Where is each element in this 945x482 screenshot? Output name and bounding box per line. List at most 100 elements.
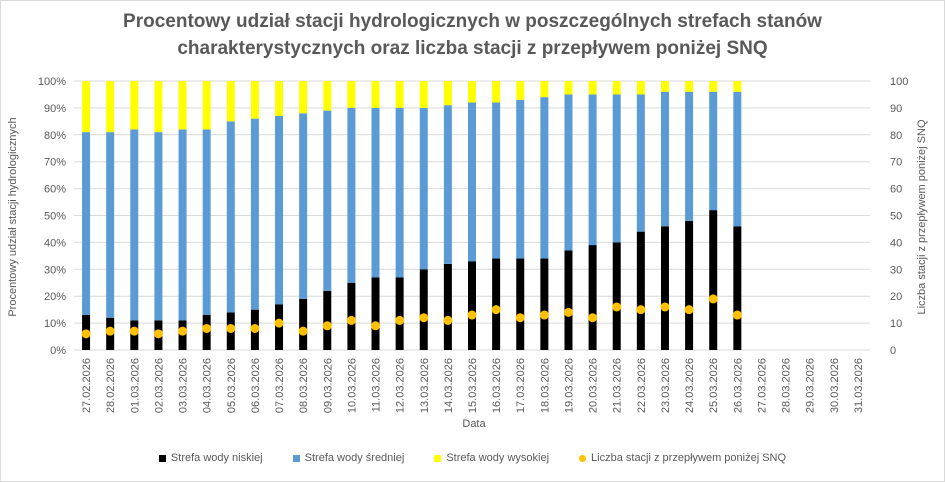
bar-segment [516,258,525,350]
x-tick-label: 02.03.2026 [153,358,165,413]
bar-segment [154,81,163,133]
snq-point [443,315,453,325]
bar-segment [82,132,91,316]
x-tick-label: 24.03.2026 [684,358,696,413]
bar-segment [202,81,211,130]
bar-segment [106,81,115,133]
legend-item-medium: Strefa wody średniej [292,452,405,464]
bar-segment [660,81,669,92]
snq-markers [81,294,742,339]
bar-segment [154,132,163,321]
snq-point [708,294,718,304]
x-tick-label: 21.03.2026 [612,358,624,413]
bar-segment [660,91,669,227]
y-tick-label-left: 70% [44,157,66,169]
snq-point [684,305,694,315]
y-tick-label-right: 90 [890,103,902,115]
y-tick-label-left: 80% [44,130,66,142]
legend-item-high: Strefa wody wysokiej [434,452,549,464]
bar-segment [733,81,742,92]
x-tick-label: 18.03.2026 [539,358,551,413]
bar-segment [226,81,235,122]
legend-swatch-low [158,454,166,462]
bar-segment [275,81,284,116]
bar-segment [468,81,476,103]
bar-segment [709,91,718,211]
bar-segment [395,81,404,108]
snq-point [515,313,525,323]
bar-segment [492,102,501,259]
legend-label-low: Strefa wody niskiej [170,452,263,464]
bar-segment [685,91,694,221]
bar-segment [733,91,742,227]
legend-label-medium: Strefa wody średniej [304,452,405,464]
bar-segment [516,99,525,259]
snq-point [105,326,115,336]
bar-segment [226,121,235,313]
bar-segment [443,263,452,350]
x-tick-label: 03.03.2026 [178,358,190,413]
bar-segment [636,94,645,232]
bar-segment [443,81,452,106]
y-tick-label-left: 90% [44,103,66,115]
y-axis-left-label: Procentowy udział stacji hydrologicznych [7,117,19,316]
bar-segment [371,107,380,278]
bar-segment [588,94,597,246]
snq-point [81,329,91,339]
snq-point [467,310,477,320]
x-tick-label: 11.03.2026 [371,358,383,412]
bar-segment [299,81,308,114]
x-tick-label: 17.03.2026 [515,358,527,413]
legend-item-snq: Liczba stacji z przepływem poniżej SNQ [579,452,786,464]
x-tick-label: 20.03.2026 [588,358,600,413]
chart-title: Procentowy udział stacji hydrologicznych… [0,8,945,62]
bar-segment [443,105,452,264]
snq-point [250,323,260,333]
snq-point [588,313,598,323]
bar-segment [250,118,259,310]
bar-segment [323,81,332,111]
x-tick-label: 30.03.2026 [829,358,841,413]
legend-swatch-medium [292,454,300,462]
bar-segment [516,81,525,100]
x-axis-label: Data [462,418,486,430]
y-tick-label-right: 20 [890,291,902,303]
bar-segment [612,94,621,243]
bar-segment [612,81,621,95]
y-tick-label-right: 30 [890,264,902,276]
bar-segment [82,81,91,133]
bar-segment [636,231,645,350]
bar-segment [299,113,308,299]
y-tick-label-right: 100 [890,76,908,88]
y-tick-label-right: 80 [890,130,902,142]
y-tick-label-right: 40 [890,237,902,249]
x-tick-label: 29.03.2026 [805,358,817,413]
x-tick-label: 15.03.2026 [467,358,479,413]
snq-point [322,321,332,331]
x-tick-label: 28.03.2026 [781,358,793,413]
x-tick-label: 12.03.2026 [395,358,407,413]
y-tick-label-left: 100% [38,76,66,88]
y-tick-label-left: 20% [44,291,66,303]
bar-segment [323,110,332,291]
legend-item-low: Strefa wody niskiej [158,452,263,464]
snq-point [539,310,549,320]
x-tick-label: 16.03.2026 [491,358,503,413]
bar-segment [347,81,356,108]
bar-segment [733,226,742,350]
bar-segment [347,107,356,283]
bar-segment [419,269,428,350]
snq-point [346,315,356,325]
y-tick-label-left: 30% [44,264,66,276]
bar-segment [371,277,380,350]
snq-point [129,326,139,336]
x-tick-label: 25.03.2026 [708,358,720,413]
snq-point [732,310,742,320]
y-tick-label-right: 60 [890,184,902,196]
bar-segment [250,81,259,119]
y-tick-label-left: 60% [44,184,66,196]
bar-segment [468,261,476,350]
bar-segment [202,129,211,316]
bar-segment [468,102,476,262]
bar-segment [419,107,428,270]
